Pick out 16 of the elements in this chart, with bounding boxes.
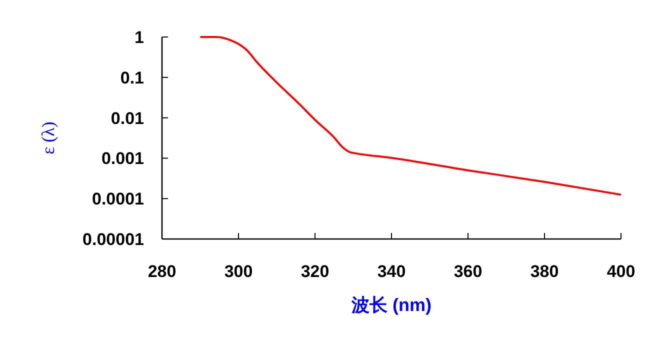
y-tick-label: 0.00001 bbox=[82, 230, 144, 249]
x-tick-label: 300 bbox=[224, 262, 253, 281]
x-axis-title: 波长 (nm) bbox=[350, 295, 432, 315]
y-tick-label: 0.1 bbox=[120, 68, 144, 88]
y-tick-label: 0.001 bbox=[101, 149, 144, 168]
y-tick-label: 1 bbox=[134, 28, 144, 47]
x-tick-label: 380 bbox=[530, 262, 559, 281]
x-tick-label: 320 bbox=[300, 262, 330, 281]
x-tick-label: 280 bbox=[148, 262, 176, 281]
x-tick-label: 340 bbox=[377, 262, 406, 281]
y-tick-label: 0.01 bbox=[110, 108, 144, 128]
y-tick-label: 0.0001 bbox=[92, 190, 144, 209]
x-tick-label: 360 bbox=[454, 262, 482, 281]
y-axis-title: ε (λ) bbox=[38, 122, 58, 154]
x-tick-label: 400 bbox=[606, 262, 636, 281]
line-series bbox=[199, 36, 622, 196]
